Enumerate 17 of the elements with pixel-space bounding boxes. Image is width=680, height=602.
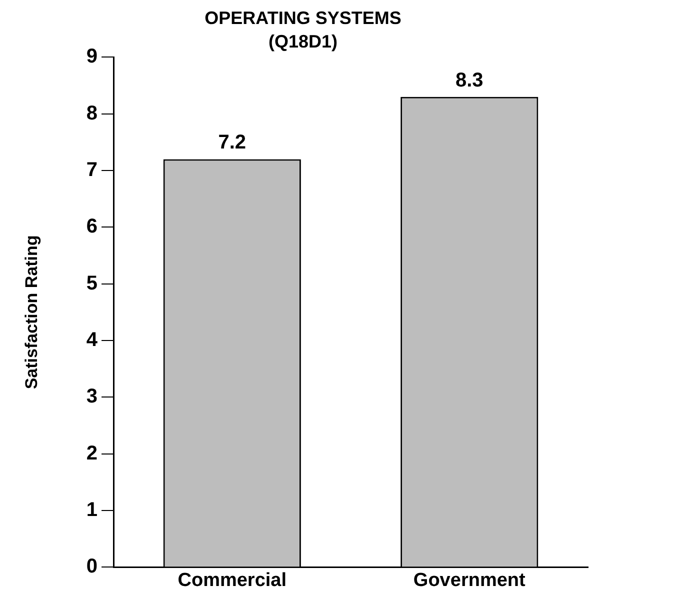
y-tick-label: 7: [86, 159, 98, 182]
y-axis-title: Satisfaction Rating: [22, 235, 41, 390]
y-tick-label: 4: [86, 329, 98, 352]
y-tick-label: 6: [86, 216, 98, 238]
y-tick-label: 2: [86, 442, 98, 464]
y-tick-label: 8: [86, 102, 98, 124]
y-tick-label: 0: [86, 556, 98, 578]
y-tick-label: 5: [86, 272, 98, 294]
chart-subtitle: (Q18D1): [268, 31, 338, 52]
y-tick-label: 1: [86, 499, 98, 522]
chart-title: OPERATING SYSTEMS: [204, 8, 402, 28]
y-tick-label: 3: [86, 386, 98, 408]
x-tick-label: Government: [413, 570, 526, 591]
data-label: 7.2: [218, 132, 246, 154]
x-tick-label: Commercial: [178, 570, 287, 591]
data-label: 8.3: [455, 69, 484, 92]
y-tick-label: 9: [86, 46, 98, 68]
